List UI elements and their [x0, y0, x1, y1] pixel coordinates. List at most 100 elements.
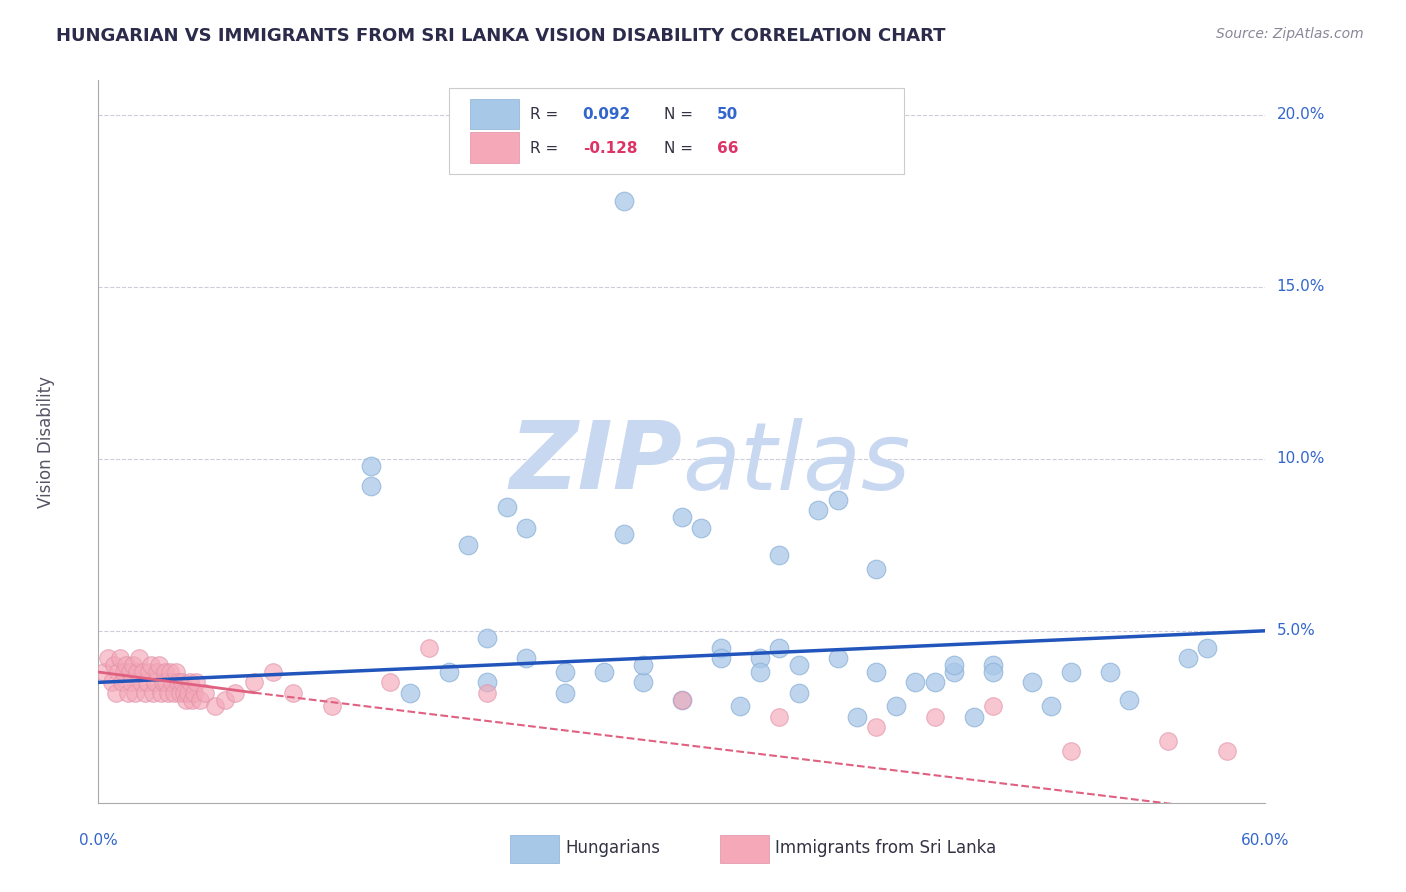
Text: 15.0%: 15.0% [1277, 279, 1324, 294]
Point [671, 692, 693, 706]
Point [114, 658, 136, 673]
Point [138, 665, 160, 679]
Point [671, 692, 693, 706]
Point [924, 675, 946, 690]
Point [108, 651, 131, 665]
Point [155, 675, 177, 690]
Point [128, 651, 150, 665]
Point [865, 665, 887, 679]
Point [132, 665, 155, 679]
Point [321, 699, 343, 714]
Point [631, 675, 654, 690]
Point [177, 686, 200, 700]
Point [865, 720, 887, 734]
Text: HUNGARIAN VS IMMIGRANTS FROM SRI LANKA VISION DISABILITY CORRELATION CHART: HUNGARIAN VS IMMIGRANTS FROM SRI LANKA V… [56, 27, 946, 45]
Text: 10.0%: 10.0% [1277, 451, 1324, 467]
Point [380, 675, 402, 690]
Text: 0.092: 0.092 [582, 107, 631, 122]
Point [188, 692, 211, 706]
Point [163, 686, 186, 700]
Point [943, 658, 966, 673]
Point [690, 520, 713, 534]
Point [111, 675, 134, 690]
Text: R =: R = [530, 107, 564, 122]
Point [101, 675, 124, 690]
Point [593, 665, 616, 679]
Point [118, 665, 141, 679]
Point [865, 562, 887, 576]
FancyBboxPatch shape [720, 835, 769, 863]
Point [180, 692, 202, 706]
FancyBboxPatch shape [510, 835, 560, 863]
Point [554, 686, 576, 700]
Point [710, 651, 733, 665]
Point [477, 686, 499, 700]
Text: atlas: atlas [682, 417, 910, 508]
Point [104, 686, 127, 700]
Point [148, 658, 170, 673]
Text: Vision Disability: Vision Disability [37, 376, 55, 508]
Text: Immigrants from Sri Lanka: Immigrants from Sri Lanka [775, 838, 997, 856]
Point [121, 675, 143, 690]
Point [143, 675, 166, 690]
Point [515, 651, 537, 665]
Point [173, 686, 195, 700]
Point [1040, 699, 1063, 714]
Point [169, 686, 191, 700]
Point [477, 631, 499, 645]
Text: -0.128: -0.128 [582, 141, 637, 156]
Point [730, 699, 752, 714]
Point [243, 675, 266, 690]
Point [477, 675, 499, 690]
Point [787, 686, 810, 700]
Point [612, 527, 634, 541]
Text: N =: N = [665, 141, 699, 156]
Point [1195, 640, 1218, 655]
Point [139, 658, 162, 673]
Point [1157, 734, 1180, 748]
Point [1118, 692, 1140, 706]
Text: 66: 66 [717, 141, 738, 156]
Point [787, 658, 810, 673]
Text: 50: 50 [717, 107, 738, 122]
Point [127, 665, 149, 679]
Point [165, 665, 187, 679]
Point [845, 710, 868, 724]
Point [981, 658, 1004, 673]
Point [167, 675, 190, 690]
Point [360, 479, 382, 493]
Text: Source: ZipAtlas.com: Source: ZipAtlas.com [1216, 27, 1364, 41]
Text: N =: N = [665, 107, 699, 122]
Point [768, 710, 790, 724]
Point [184, 675, 207, 690]
Point [807, 503, 830, 517]
Point [768, 640, 790, 655]
Point [1177, 651, 1199, 665]
Point [159, 665, 181, 679]
Point [174, 692, 197, 706]
Point [360, 458, 382, 473]
Point [112, 665, 135, 679]
Point [134, 686, 156, 700]
Point [827, 493, 849, 508]
Point [496, 500, 519, 514]
Point [214, 692, 236, 706]
Point [1060, 665, 1083, 679]
Text: 60.0%: 60.0% [1241, 833, 1289, 848]
Point [748, 665, 770, 679]
Text: 5.0%: 5.0% [1277, 624, 1315, 639]
Point [153, 665, 176, 679]
Point [554, 665, 576, 679]
Point [194, 686, 217, 700]
Point [93, 665, 115, 679]
Point [170, 675, 193, 690]
Point [884, 699, 907, 714]
Point [515, 520, 537, 534]
Point [122, 658, 145, 673]
Point [612, 194, 634, 208]
Point [146, 665, 169, 679]
Point [768, 548, 790, 562]
Point [157, 686, 180, 700]
Point [748, 651, 770, 665]
Point [262, 665, 284, 679]
